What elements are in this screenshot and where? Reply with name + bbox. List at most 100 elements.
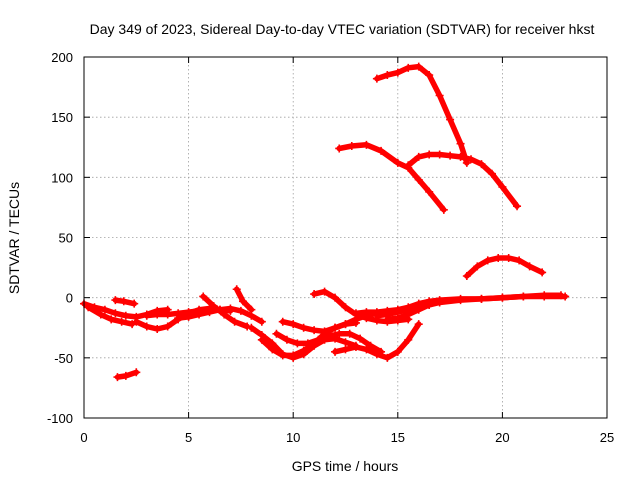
data-point: [414, 152, 423, 161]
data-point: [119, 297, 128, 306]
data-point: [153, 310, 162, 319]
y-tick-label: -100: [47, 411, 73, 426]
data-point: [483, 256, 492, 265]
y-tick-label: 100: [51, 170, 73, 185]
data-point: [130, 299, 139, 308]
data-point: [556, 291, 565, 300]
series-arc-20: [372, 62, 471, 167]
series-line: [374, 63, 470, 166]
series-line: [233, 286, 255, 313]
x-tick-label: 20: [495, 430, 509, 445]
data-point: [446, 151, 455, 160]
data-point: [199, 292, 208, 301]
tick-layer: 0 5 10 15 20 25 -100 -50 0 50 100 150 200: [47, 50, 614, 445]
data-point: [404, 310, 413, 319]
series-line: [405, 151, 520, 209]
data-point: [236, 306, 245, 315]
data-point: [247, 323, 256, 332]
data-point: [128, 320, 137, 329]
data-point: [425, 71, 434, 80]
data-point: [372, 350, 381, 359]
data-point: [314, 335, 323, 344]
data-point: [303, 339, 312, 348]
data-point: [132, 368, 141, 377]
data-point: [494, 253, 503, 262]
data-point: [467, 155, 476, 164]
data-point: [226, 304, 235, 313]
data-point: [439, 205, 448, 214]
data-point: [111, 309, 120, 318]
data-point: [377, 146, 386, 155]
data-point: [425, 150, 434, 159]
data-point: [498, 182, 507, 191]
data-point: [289, 351, 298, 360]
data-point: [525, 262, 534, 271]
chart-title: Day 349 of 2023, Sidereal Day-to-day VTE…: [90, 21, 595, 37]
data-point: [121, 371, 130, 380]
data-point: [456, 296, 465, 305]
data-point: [435, 91, 444, 100]
data-point: [232, 285, 241, 294]
data-point: [362, 308, 371, 317]
data-point: [341, 303, 350, 312]
data-point: [324, 332, 333, 341]
data-point: [456, 152, 465, 161]
data-point: [477, 294, 486, 303]
data-point: [435, 297, 444, 306]
data-point: [515, 256, 524, 265]
x-tick-label: 15: [391, 430, 405, 445]
data-point: [351, 309, 360, 318]
data-point: [111, 296, 120, 305]
data-point: [184, 312, 193, 321]
data-point: [107, 315, 116, 324]
data-point: [331, 293, 340, 302]
data-point: [425, 187, 434, 196]
y-tick-label: 150: [51, 110, 73, 125]
data-point: [456, 139, 465, 148]
data-point: [383, 71, 392, 80]
data-point: [209, 302, 218, 311]
data-point: [462, 272, 471, 281]
data-point: [446, 115, 455, 124]
data-point: [238, 297, 247, 306]
series-arc-15: [331, 320, 423, 362]
series-arc-8: [199, 292, 252, 331]
data-point: [310, 290, 319, 299]
data-point: [220, 310, 229, 319]
x-tick-label: 10: [286, 430, 300, 445]
y-tick-label: 200: [51, 50, 73, 65]
data-point: [257, 335, 266, 344]
data-point: [404, 161, 413, 170]
data-point: [393, 314, 402, 323]
data-point: [362, 140, 371, 149]
data-point: [320, 287, 329, 296]
x-tick-label: 5: [185, 430, 192, 445]
data-point: [383, 315, 392, 324]
data-point: [498, 293, 507, 302]
data-point: [278, 351, 287, 360]
series-layer: [80, 62, 570, 382]
data-point: [540, 291, 549, 300]
data-point: [414, 305, 423, 314]
data-point: [519, 292, 528, 301]
series-arc-19: [335, 140, 448, 214]
data-point: [310, 326, 319, 335]
data-point: [84, 303, 93, 312]
data-point: [289, 320, 298, 329]
data-point: [383, 353, 392, 362]
series-arc-9: [232, 285, 256, 314]
data-point: [538, 268, 547, 277]
x-tick-label: 25: [600, 430, 614, 445]
data-point: [372, 74, 381, 83]
data-point: [121, 311, 130, 320]
data-point: [435, 150, 444, 159]
data-point: [487, 169, 496, 178]
data-point: [163, 322, 172, 331]
data-point: [257, 317, 266, 326]
data-point: [335, 329, 344, 338]
data-point: [174, 314, 183, 323]
data-point: [282, 335, 291, 344]
data-point: [513, 202, 522, 211]
data-point: [331, 347, 340, 356]
y-tick-label: 0: [66, 291, 73, 306]
